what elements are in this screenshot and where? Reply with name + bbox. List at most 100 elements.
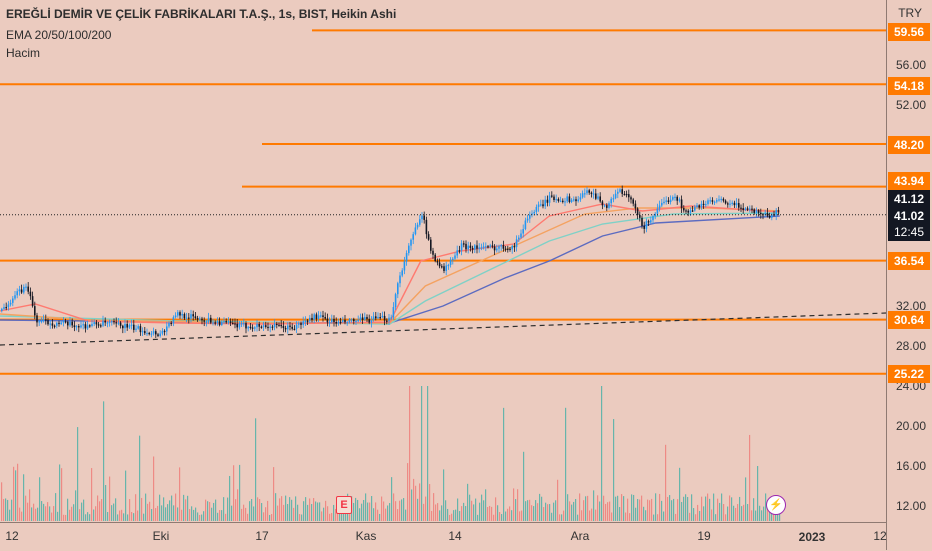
- volume-bar: [207, 501, 209, 521]
- candle-body: [293, 328, 296, 331]
- volume-bar: [69, 509, 71, 521]
- candle-body: [23, 286, 25, 293]
- candle-body: [388, 317, 390, 321]
- candle-body: [575, 199, 577, 202]
- price-axis[interactable]: TRY 56.00 52.00 32.00 28.00 24.00 20.00 …: [886, 0, 932, 550]
- chart-pane[interactable]: EREĞLİ DEMİR VE ÇELİK FABRİKALARI T.A.Ş.…: [0, 0, 886, 522]
- candle-body: [760, 212, 762, 215]
- volume-bar: [451, 513, 453, 521]
- volume-bar: [505, 511, 507, 521]
- candle-body: [696, 205, 698, 208]
- volume-bar: [547, 504, 549, 521]
- candle-body: [399, 275, 401, 284]
- candle-body: [742, 208, 744, 211]
- candle-body: [720, 198, 722, 201]
- candle-body: [181, 313, 183, 316]
- candle-body: [267, 326, 269, 329]
- volume-bar: [251, 498, 253, 521]
- candle-body: [509, 248, 511, 250]
- candle-body: [124, 323, 126, 329]
- candle-body: [49, 323, 51, 325]
- bar-countdown: 12:45: [888, 223, 930, 241]
- volume-bar: [439, 510, 441, 521]
- volume-bar: [403, 498, 405, 521]
- volume-bar: [335, 508, 337, 521]
- candle-body: [31, 296, 34, 307]
- volume-bar: [367, 502, 369, 521]
- volume-bar: [359, 508, 361, 521]
- volume-bar: [291, 499, 293, 521]
- volume-bar: [315, 501, 317, 521]
- symbol-title[interactable]: EREĞLİ DEMİR VE ÇELİK FABRİKALARI T.A.Ş.…: [6, 7, 397, 21]
- candle-body: [548, 195, 551, 203]
- candle-body: [412, 234, 414, 240]
- earnings-icon[interactable]: E: [336, 496, 352, 514]
- volume-bar: [225, 513, 227, 521]
- volume-bar: [121, 509, 123, 521]
- volume-bar: [31, 507, 33, 521]
- ema-indicator-label[interactable]: EMA 20/50/100/200: [6, 28, 112, 42]
- lightning-icon[interactable]: ⚡: [766, 495, 786, 515]
- volume-bar: [459, 511, 461, 521]
- candle-body: [713, 201, 716, 203]
- candle-body: [656, 208, 659, 214]
- volume-bar: [267, 500, 269, 521]
- candle-body: [210, 317, 212, 323]
- volume-bar: [137, 510, 139, 521]
- volume-bar: [565, 407, 567, 521]
- candle-body: [465, 243, 467, 250]
- volume-bar: [503, 407, 505, 521]
- volume-bar: [383, 501, 385, 521]
- candle-body: [502, 245, 505, 249]
- level-label: 48.20: [888, 136, 930, 154]
- volume-bar: [737, 504, 739, 521]
- volume-bar: [701, 496, 703, 521]
- volume-bar: [17, 463, 19, 521]
- price-tick: 16.00: [895, 459, 926, 473]
- candle-body: [78, 326, 80, 328]
- volume-bar: [103, 401, 105, 521]
- volume-bar: [637, 499, 639, 521]
- candle-body: [137, 326, 139, 329]
- candle-body: [203, 320, 205, 322]
- volume-bar: [715, 514, 717, 521]
- price-chart[interactable]: [0, 0, 886, 522]
- volume-bar: [353, 502, 355, 521]
- volume-bar: [497, 505, 499, 521]
- candle-body: [590, 192, 593, 194]
- volume-bar: [109, 476, 111, 521]
- candle-body: [711, 200, 714, 202]
- volume-bar: [445, 500, 447, 521]
- volume-bar: [45, 506, 47, 521]
- volume-bar: [3, 498, 5, 521]
- volume-bar: [575, 499, 577, 521]
- volume-bar: [145, 493, 147, 521]
- volume-bar: [567, 494, 569, 521]
- volume-bar: [165, 507, 167, 521]
- candle-body: [56, 322, 58, 326]
- candle-body: [533, 211, 535, 214]
- candle-body: [212, 322, 214, 324]
- volume-bar: [71, 506, 73, 521]
- volume-bar: [495, 497, 497, 521]
- volume-indicator-label[interactable]: Hacim: [6, 46, 41, 60]
- volume-bar: [551, 512, 553, 521]
- candle-body: [755, 210, 758, 213]
- volume-bar: [631, 494, 633, 521]
- candle-body: [102, 320, 104, 326]
- candle-body: [687, 210, 689, 213]
- candle-body: [284, 328, 287, 330]
- candle-body: [20, 289, 23, 293]
- candle-body: [69, 321, 71, 326]
- volume-bar: [535, 500, 537, 521]
- candle-body: [71, 321, 73, 326]
- volume-bar: [5, 498, 7, 521]
- volume-bar: [161, 505, 163, 521]
- volume-bar: [319, 502, 321, 521]
- time-axis[interactable]: 12 Eki 17 Kas 14 Ara 19 2023 12: [0, 522, 887, 551]
- volume-bar: [671, 500, 673, 521]
- candle-body: [359, 317, 362, 320]
- volume-bar: [713, 493, 715, 521]
- volume-bar: [675, 513, 677, 521]
- candle-body: [144, 331, 146, 334]
